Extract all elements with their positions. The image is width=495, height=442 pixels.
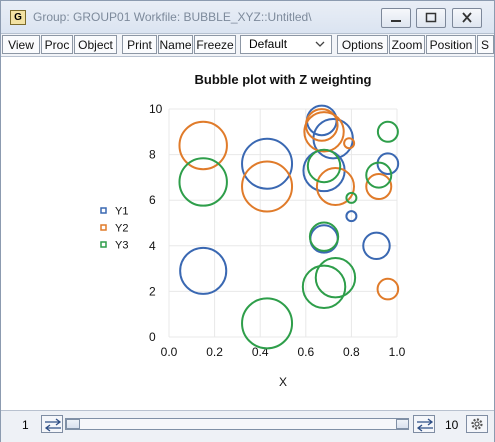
- sample-left-button[interactable]: [41, 415, 63, 433]
- legend-marker-y2: [100, 224, 107, 231]
- print-button[interactable]: Print: [122, 35, 157, 54]
- name-button[interactable]: Name: [158, 35, 193, 54]
- x-tick-label: 1.0: [389, 345, 406, 359]
- legend-label-y2: Y2: [115, 223, 128, 235]
- template-select[interactable]: Default: [240, 35, 332, 54]
- swap-arrows-icon: [416, 418, 434, 432]
- y-tick-label: 6: [149, 193, 156, 207]
- bubble-y3: [345, 191, 358, 204]
- y-tick-label: 2: [149, 284, 156, 298]
- bubble-y3: [308, 221, 340, 252]
- settings-button[interactable]: [466, 415, 488, 433]
- minimize-icon: [391, 20, 401, 22]
- y-tick-label: 0: [149, 330, 156, 344]
- range-start: 1: [22, 418, 29, 432]
- bubble-y3: [301, 264, 347, 310]
- window-title: Group: GROUP01 Workfile: BUBBLE_XYZ::Unt…: [33, 10, 312, 24]
- scroll-thumb-right[interactable]: [396, 419, 409, 429]
- bubble-y1: [345, 210, 358, 223]
- maximize-button[interactable]: [416, 8, 446, 28]
- graph-area[interactable]: Bubble plot with Z weighting 0 2 4 6 8 10 0.0…: [1, 57, 494, 409]
- chevron-down-icon: [315, 41, 325, 47]
- bubble-y3: [365, 161, 393, 189]
- bubble-y1: [241, 137, 294, 190]
- bubble-y1: [362, 231, 391, 261]
- legend-marker-y1: [100, 207, 107, 214]
- bubble-chart: Bubble plot with Z weighting 0 2 4 6 8 10 0.0…: [100, 72, 406, 389]
- x-axis: 0.0 0.2 0.4 0.6 0.8 1.0: [161, 345, 406, 359]
- legend-label-y3: Y3: [115, 240, 128, 252]
- bubble-y3: [314, 257, 357, 299]
- bubble-y1: [179, 246, 228, 295]
- zoom-button[interactable]: Zoom: [389, 35, 425, 54]
- title-bar[interactable]: G Group: GROUP01 Workfile: BUBBLE_XYZ::U…: [1, 1, 494, 34]
- close-icon: [462, 12, 472, 23]
- bubble-y3: [306, 148, 342, 184]
- freeze-button[interactable]: Freeze: [194, 35, 236, 54]
- minimize-button[interactable]: [381, 8, 411, 28]
- view-button[interactable]: View: [2, 35, 40, 54]
- y-axis: 0 2 4 6 8 10: [149, 102, 163, 344]
- bubble-y2: [241, 160, 294, 213]
- swap-arrows-icon: [44, 418, 62, 432]
- legend-marker-y3: [100, 241, 107, 248]
- bubble-y2: [365, 173, 393, 201]
- bubble-y2: [376, 277, 400, 301]
- options-button[interactable]: Options: [337, 35, 388, 54]
- x-axis-label: X: [279, 375, 287, 389]
- maximize-icon: [425, 12, 437, 23]
- object-button[interactable]: Object: [74, 35, 117, 54]
- bubble-y2: [315, 166, 355, 207]
- x-tick-label: 0.0: [161, 345, 178, 359]
- s-button[interactable]: S: [477, 35, 494, 54]
- bubble-y2: [343, 137, 356, 150]
- bubble-y3: [376, 120, 399, 143]
- proc-button[interactable]: Proc: [41, 35, 73, 54]
- scroll-thumb-left[interactable]: [66, 419, 80, 429]
- app-icon: G: [10, 10, 26, 25]
- legend-label-y1: Y1: [115, 206, 128, 218]
- sample-scrollbar[interactable]: [65, 418, 409, 430]
- range-end: 10: [445, 418, 459, 432]
- bubble-y1: [309, 224, 339, 254]
- close-button[interactable]: [452, 8, 482, 28]
- x-tick-label: 0.6: [297, 345, 314, 359]
- bubble-y2: [304, 108, 339, 142]
- bubble-y3: [241, 297, 294, 350]
- chart-title: Bubble plot with Z weighting: [195, 72, 372, 87]
- bubble-y2: [303, 111, 345, 153]
- y-tick-label: 4: [149, 239, 156, 253]
- y-tick-label: 10: [149, 102, 163, 116]
- bubble-y2: [178, 120, 228, 171]
- x-tick-label: 0.2: [206, 345, 223, 359]
- sample-right-button[interactable]: [413, 415, 435, 433]
- bubbles: [178, 104, 400, 350]
- x-tick-label: 0.8: [343, 345, 360, 359]
- y-tick-label: 8: [149, 148, 156, 162]
- bubble-y1: [376, 152, 400, 176]
- bubble-y3: [178, 157, 228, 207]
- legend: Y1 Y2 Y3: [100, 206, 128, 252]
- gear-icon: [471, 418, 483, 430]
- toolbar: View Proc Object Print Name Freeze Defau…: [1, 34, 494, 57]
- position-button[interactable]: Position: [426, 35, 476, 54]
- template-select-value: Default: [249, 37, 288, 51]
